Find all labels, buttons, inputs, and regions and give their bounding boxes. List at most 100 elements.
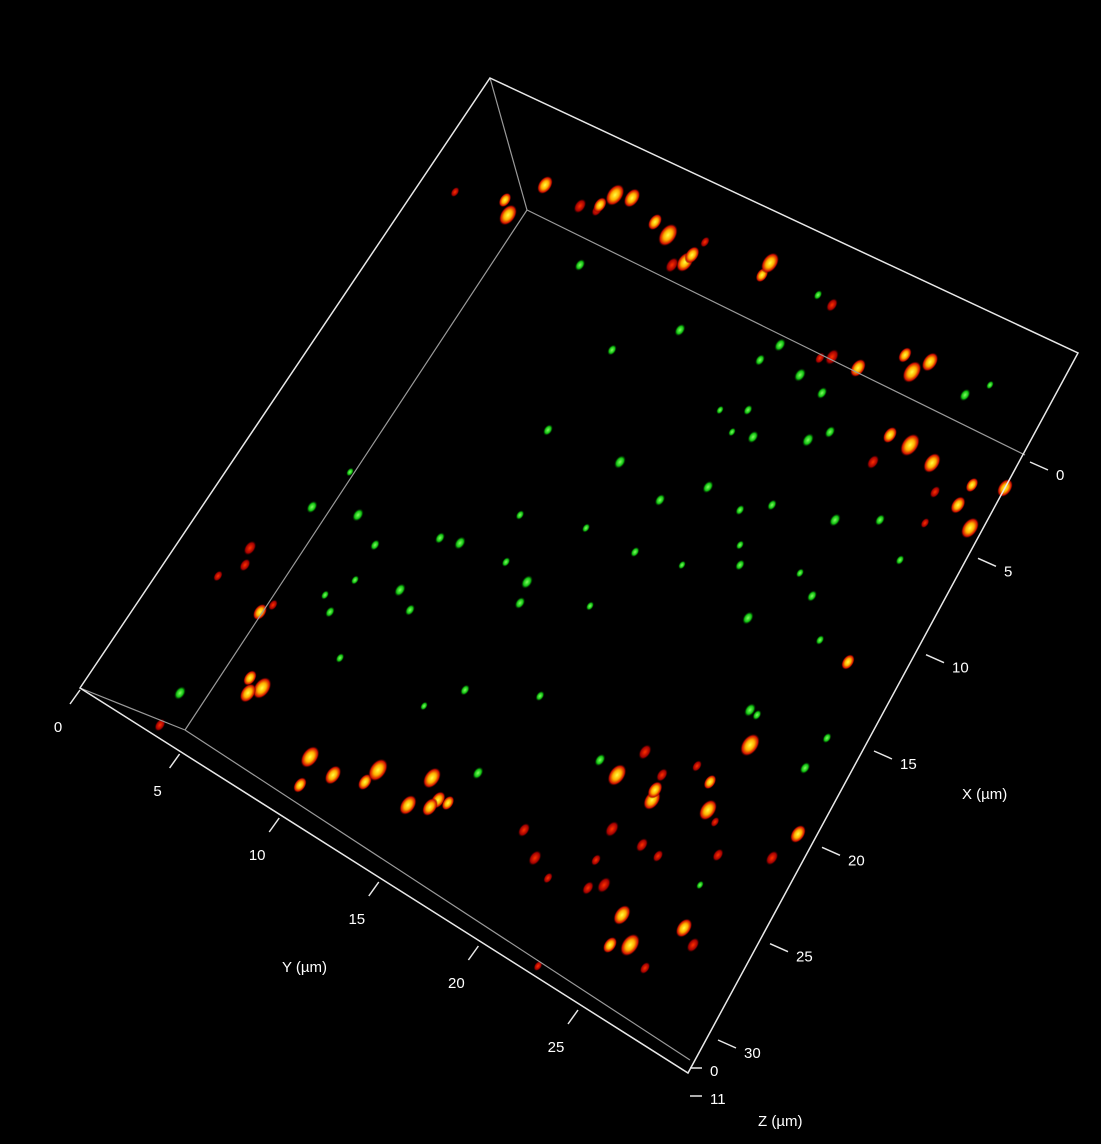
x-tick-label: 25 [796, 949, 813, 966]
spot [647, 781, 663, 799]
spot [306, 500, 318, 514]
spot [252, 677, 272, 699]
spot [921, 352, 939, 372]
spot [923, 453, 941, 473]
spot [744, 703, 756, 717]
spot [867, 455, 879, 469]
spot [239, 683, 257, 703]
spot [898, 347, 912, 363]
spot [802, 433, 814, 447]
spot [698, 799, 718, 821]
spot [535, 690, 545, 702]
spot [324, 765, 342, 785]
spot [900, 433, 920, 457]
spot [825, 349, 839, 365]
spot [816, 387, 828, 399]
spot [752, 709, 762, 721]
spots [154, 175, 1013, 974]
spot [581, 523, 591, 533]
spot [652, 850, 664, 862]
y-tick-label: 5 [153, 783, 161, 800]
spot [710, 816, 720, 828]
spot [498, 192, 512, 208]
spot [350, 575, 360, 585]
spot [320, 590, 330, 600]
spot [686, 937, 700, 953]
x-tick [769, 942, 789, 953]
x-tick [925, 653, 945, 664]
x-tick-label: 20 [848, 852, 865, 869]
spot [585, 601, 595, 611]
x-tick-label: 15 [900, 756, 917, 773]
spot [154, 718, 166, 732]
spot [593, 197, 607, 213]
x-axis-label: X (µm) [962, 786, 1007, 803]
spot [950, 496, 966, 514]
spot [498, 204, 518, 226]
z-axis-label: Z (µm) [758, 1113, 802, 1130]
spot [882, 426, 898, 444]
spot [638, 744, 652, 760]
spot [450, 186, 460, 198]
spot [986, 380, 994, 390]
outer-box [78, 77, 1080, 1075]
spot [293, 777, 307, 793]
spot [460, 684, 470, 696]
spot [573, 198, 587, 214]
spot [300, 746, 320, 768]
spot [605, 821, 619, 837]
spot [441, 795, 455, 811]
z-tick-label: 0 [710, 1063, 718, 1080]
spot [696, 880, 704, 890]
spot [799, 762, 811, 774]
spot [740, 733, 760, 757]
spot [795, 568, 805, 578]
spot [850, 358, 866, 378]
spot [357, 773, 373, 791]
x-tick [977, 557, 997, 568]
x-tick [821, 846, 841, 857]
spot [435, 532, 445, 544]
spot [767, 499, 777, 511]
spot [630, 546, 640, 558]
spot [594, 753, 606, 767]
spot [747, 430, 759, 444]
spot [675, 918, 693, 938]
spot [665, 257, 679, 273]
spot [543, 872, 553, 884]
spot [613, 905, 631, 925]
spot [841, 654, 855, 670]
spot [712, 848, 724, 862]
spot [735, 540, 745, 550]
spot [929, 486, 941, 498]
spot [702, 480, 714, 494]
spot [352, 508, 364, 522]
y-tick [69, 689, 81, 705]
spot [794, 368, 806, 382]
spot [700, 236, 710, 248]
spot [335, 653, 345, 663]
spot [268, 599, 278, 611]
spot [239, 558, 251, 572]
spot [623, 188, 641, 208]
spot [213, 570, 223, 582]
spot [605, 184, 625, 206]
spot [574, 259, 586, 271]
y-tick-label: 0 [54, 719, 62, 736]
spot [813, 290, 823, 300]
spot [658, 223, 678, 247]
x-tick [1029, 461, 1049, 471]
spot [654, 494, 666, 506]
spot [614, 455, 626, 469]
spot [735, 559, 745, 571]
spot [826, 298, 838, 312]
spot [822, 732, 832, 744]
spot [639, 962, 651, 974]
spot [325, 606, 335, 618]
spot [895, 555, 905, 565]
spot [815, 635, 825, 645]
spot [243, 670, 257, 686]
